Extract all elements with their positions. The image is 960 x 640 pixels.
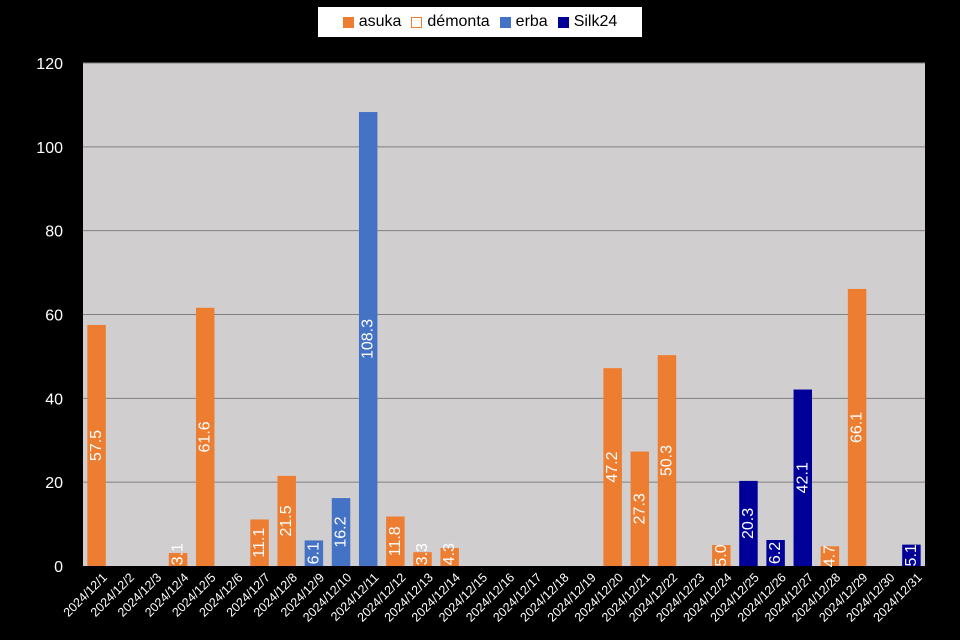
- bar-asuka: [630, 451, 650, 566]
- data-label: 50.3: [658, 445, 675, 476]
- bar-asuka: [168, 553, 188, 566]
- bar-asuka: [250, 519, 269, 566]
- bars: [87, 112, 921, 566]
- legend-label: démonta: [427, 13, 490, 30]
- data-label: 16.2: [333, 516, 350, 547]
- bar-erba: [331, 498, 351, 566]
- legend: asuka démonta erba Silk24: [318, 7, 642, 37]
- bar-silk24: [766, 540, 785, 566]
- bar-asuka: [603, 368, 622, 566]
- y-tick-label: 20: [45, 475, 63, 492]
- legend-swatch-erba: [499, 16, 511, 28]
- data-label: 5.0: [713, 544, 730, 566]
- legend-label: asuka: [358, 13, 402, 30]
- data-label: 4.3: [441, 543, 458, 565]
- gridlines: [83, 62, 925, 483]
- y-tick-label: 0: [54, 559, 63, 576]
- legend-label: erba: [515, 13, 548, 30]
- data-label: 11.1: [251, 528, 268, 558]
- data-label: 42.1: [794, 462, 811, 493]
- legend-swatch-demonta: [411, 16, 423, 28]
- data-label: 108.3: [360, 319, 377, 359]
- data-label: 4.7: [821, 545, 838, 567]
- data-label: 27.3: [631, 493, 648, 524]
- data-label: 3.1: [170, 543, 187, 565]
- legend-item-asuka[interactable]: asuka: [342, 13, 402, 31]
- data-label: 3.3: [414, 543, 431, 565]
- y-tick-label: 40: [45, 391, 63, 408]
- bar-asuka: [657, 355, 677, 566]
- data-label: 20.3: [740, 508, 757, 539]
- data-label: 5.1: [903, 544, 920, 566]
- bar-asuka: [386, 516, 405, 566]
- bar-silk24: [902, 544, 921, 566]
- legend-item-erba[interactable]: erba: [499, 13, 548, 31]
- bar-asuka: [712, 545, 731, 566]
- bar-asuka: [413, 552, 432, 566]
- y-tick-label: 60: [45, 308, 63, 325]
- legend-swatch-asuka: [342, 16, 354, 28]
- y-axis-ticks: 0 20 40 60 80 100 120: [36, 56, 63, 576]
- bar-erba: [304, 540, 324, 566]
- legend-swatch-silk24: [557, 16, 569, 28]
- bar-asuka: [820, 546, 840, 566]
- legend-item-demonta[interactable]: démonta: [411, 13, 490, 31]
- bar-asuka: [277, 475, 296, 566]
- data-label: 57.5: [88, 430, 105, 461]
- data-label: 11.8: [387, 526, 404, 556]
- y-tick-label: 120: [36, 56, 63, 73]
- bar-asuka: [440, 547, 459, 566]
- data-label: 47.2: [604, 451, 621, 482]
- bar-labels: 57.5 3.1 61.6 11.1 21.5 11.8 3.3 4.3 47.2 27.3 50.…: [88, 319, 920, 567]
- y-tick-label: 100: [36, 140, 63, 157]
- legend-label: Silk24: [573, 13, 618, 30]
- bar-erba: [358, 112, 378, 566]
- bar-silk24: [793, 389, 813, 566]
- legend-item-silk24[interactable]: Silk24: [557, 13, 618, 31]
- data-label: 61.6: [197, 421, 214, 452]
- bar-silk24: [739, 480, 758, 566]
- bar-asuka: [87, 324, 106, 566]
- data-label: 6.2: [767, 542, 784, 564]
- data-label: 21.5: [278, 505, 295, 536]
- data-label: 6.1: [305, 542, 322, 564]
- data-label: 66.1: [849, 412, 866, 443]
- bar-asuka: [195, 307, 215, 566]
- bar-asuka: [847, 288, 867, 566]
- y-tick-label: 80: [45, 224, 63, 241]
